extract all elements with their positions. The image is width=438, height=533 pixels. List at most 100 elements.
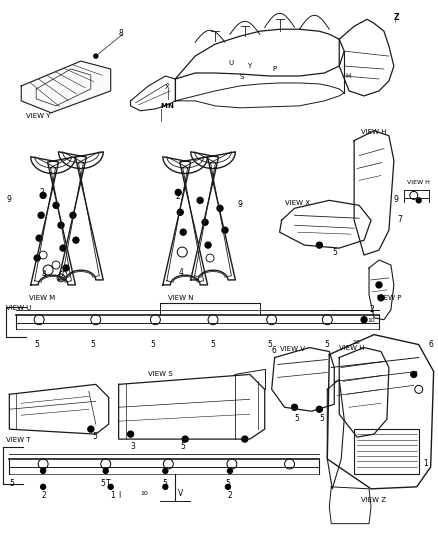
Text: 2: 2 [175, 192, 180, 201]
Circle shape [222, 227, 228, 233]
Text: Y: Y [247, 63, 251, 69]
Circle shape [38, 212, 44, 218]
Text: 2: 2 [369, 305, 374, 314]
Circle shape [94, 54, 98, 58]
Text: VIEW H: VIEW H [361, 129, 387, 135]
Text: VIEW H: VIEW H [339, 345, 365, 351]
Circle shape [316, 242, 322, 248]
Circle shape [361, 317, 367, 322]
Text: 6: 6 [272, 345, 276, 354]
Text: T: T [106, 479, 110, 488]
Text: 5: 5 [210, 340, 215, 349]
Circle shape [411, 372, 417, 377]
Text: VIEW Z: VIEW Z [361, 497, 386, 503]
Circle shape [108, 484, 113, 489]
Text: 5: 5 [34, 340, 39, 349]
Text: 5: 5 [268, 340, 272, 349]
Text: VIEW T: VIEW T [7, 437, 31, 443]
Text: Z: Z [394, 13, 399, 22]
Text: N: N [167, 103, 173, 109]
Circle shape [70, 212, 76, 218]
Text: 5: 5 [294, 414, 300, 423]
Text: VIEW N: VIEW N [168, 295, 194, 301]
Text: 10: 10 [352, 340, 360, 345]
Text: 9: 9 [7, 196, 11, 204]
Text: M: M [160, 103, 167, 109]
Text: H: H [345, 73, 350, 79]
Circle shape [227, 469, 233, 473]
Circle shape [60, 245, 66, 251]
Circle shape [41, 469, 46, 473]
Text: VIEW P: VIEW P [377, 295, 401, 301]
Text: 10: 10 [367, 318, 375, 323]
Circle shape [103, 469, 108, 473]
Circle shape [36, 235, 42, 241]
Text: VIEW S: VIEW S [148, 372, 173, 377]
Text: 5: 5 [101, 479, 106, 488]
Text: 5: 5 [180, 442, 185, 451]
Circle shape [53, 203, 59, 208]
Circle shape [197, 197, 203, 203]
Polygon shape [21, 61, 111, 113]
Circle shape [316, 406, 322, 412]
Text: X: X [164, 84, 169, 90]
Circle shape [292, 404, 297, 410]
Text: VIEW Y: VIEW Y [26, 113, 51, 119]
Text: 4: 4 [41, 270, 46, 279]
Text: 2: 2 [41, 491, 46, 500]
Circle shape [175, 189, 181, 196]
Text: VIEW M: VIEW M [29, 295, 56, 301]
Text: 3: 3 [131, 442, 135, 451]
Text: V: V [178, 489, 184, 498]
Text: S: S [240, 74, 244, 80]
Text: 8: 8 [119, 29, 124, 38]
Circle shape [63, 265, 69, 271]
Text: 1: 1 [111, 491, 116, 500]
Circle shape [205, 242, 211, 248]
Text: VIEW V: VIEW V [279, 345, 304, 352]
Circle shape [41, 484, 46, 489]
Circle shape [127, 431, 134, 437]
Text: 9: 9 [394, 196, 399, 204]
Circle shape [202, 219, 208, 225]
Text: 6: 6 [429, 340, 434, 349]
Text: 2: 2 [39, 188, 44, 197]
Circle shape [34, 255, 40, 261]
Circle shape [73, 237, 79, 243]
Text: P: P [273, 66, 277, 72]
Circle shape [40, 192, 46, 198]
Text: 5: 5 [332, 248, 337, 257]
Text: 2: 2 [228, 491, 233, 500]
Text: 5: 5 [162, 479, 167, 488]
Text: 5: 5 [9, 479, 14, 488]
Text: 4: 4 [178, 268, 183, 277]
Text: 9: 9 [238, 200, 243, 209]
Circle shape [217, 205, 223, 211]
Circle shape [416, 198, 421, 203]
Circle shape [180, 229, 186, 235]
Circle shape [88, 426, 94, 432]
Text: 5: 5 [319, 414, 324, 423]
Text: 5: 5 [324, 340, 329, 349]
Circle shape [378, 295, 384, 301]
Text: I: I [395, 19, 396, 25]
Text: 5: 5 [150, 340, 155, 349]
Circle shape [177, 209, 183, 215]
Text: I: I [119, 491, 121, 500]
Text: 5: 5 [93, 432, 98, 441]
Text: 7: 7 [397, 215, 402, 224]
Text: VIEW X: VIEW X [285, 200, 310, 206]
Circle shape [163, 469, 168, 473]
Text: VIEW U: VIEW U [7, 305, 32, 311]
Circle shape [242, 436, 248, 442]
Circle shape [376, 282, 382, 288]
Text: VIEW H: VIEW H [407, 181, 430, 185]
Circle shape [58, 222, 64, 228]
Text: 1: 1 [424, 459, 428, 468]
Text: U: U [228, 60, 233, 66]
Circle shape [226, 484, 230, 489]
Text: 10: 10 [141, 491, 148, 496]
Text: 5: 5 [91, 340, 95, 349]
Text: 5: 5 [225, 479, 230, 488]
Circle shape [163, 484, 168, 489]
